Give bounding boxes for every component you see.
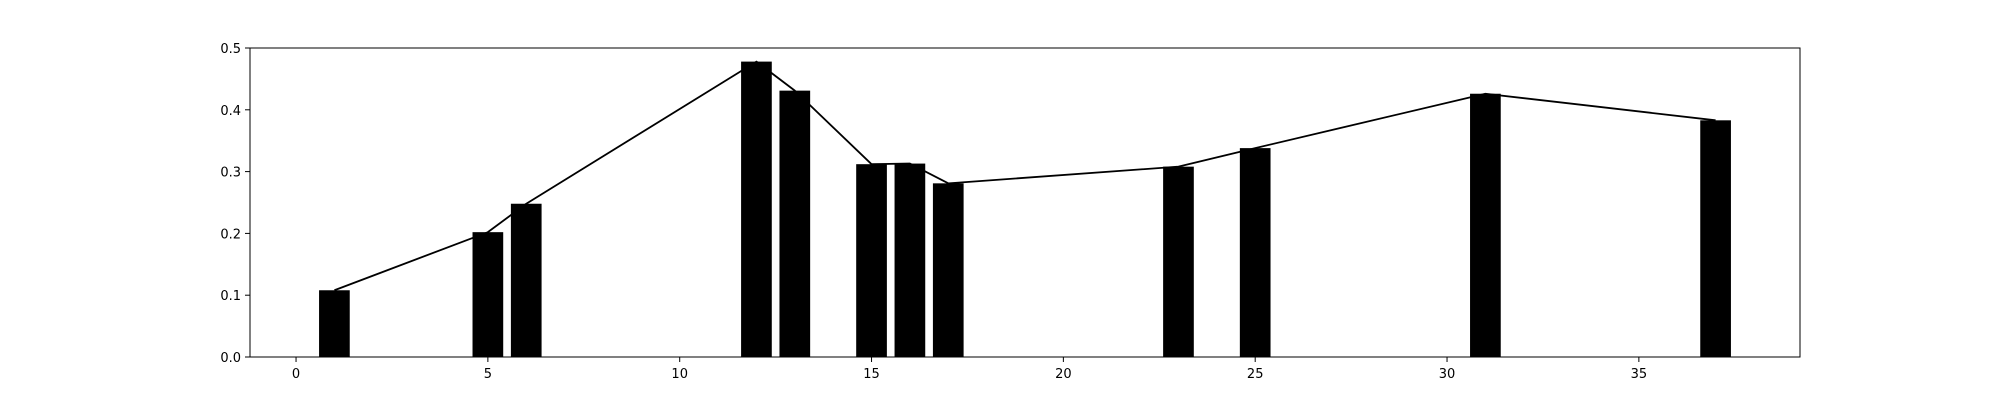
x-tick-label-15: 15 [863, 367, 880, 382]
bar-17 [932, 183, 964, 357]
y-tick-label-1: 0.1 [220, 289, 241, 304]
bar-5 [472, 232, 504, 357]
series-line [334, 60, 1716, 292]
bar-37 [1700, 120, 1731, 357]
bar-16 [894, 163, 926, 357]
x-tick-label-25: 25 [1247, 367, 1264, 382]
bar-1 [319, 290, 350, 357]
x-tick-label-0: 0 [292, 367, 300, 382]
bar-12 [741, 61, 772, 357]
line-layer [334, 60, 1716, 292]
y-tick-label-2: 0.2 [220, 227, 241, 242]
bar-23 [1163, 166, 1194, 357]
bar-13 [779, 90, 811, 357]
y-tick-label-4: 0.4 [220, 104, 241, 119]
x-tick-label-20: 20 [1055, 367, 1072, 382]
x-tick-label-5: 5 [484, 367, 492, 382]
bar-6 [510, 203, 542, 357]
x-tick-label-35: 35 [1631, 367, 1648, 382]
axes-layer [249, 47, 1801, 358]
axes-frame [249, 47, 1801, 358]
bar-25 [1239, 148, 1271, 357]
bar-15 [856, 164, 887, 357]
bars-layer [319, 61, 1731, 357]
bar-31 [1470, 93, 1501, 357]
y-tick-label-0: 0.0 [220, 351, 241, 366]
y-tick-label-3: 0.3 [220, 166, 241, 181]
x-tick-label-30: 30 [1439, 367, 1456, 382]
y-tick-label-5: 0.5 [220, 42, 241, 57]
ticks-layer: 0 5 10 15 20 25 30 35 0.0 0.1 0.2 0.3 0.4 0.5 [220, 42, 1647, 382]
x-tick-label-10: 10 [671, 367, 688, 382]
